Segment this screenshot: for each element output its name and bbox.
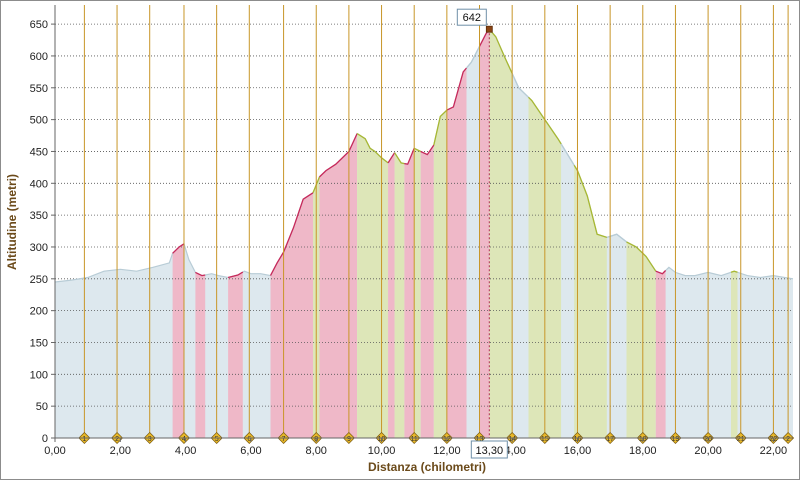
slope-line-up bbox=[446, 67, 467, 111]
y-tick-label: 400 bbox=[30, 178, 48, 190]
x-tick-label: 4,00 bbox=[175, 445, 196, 457]
slope-band-flat bbox=[606, 234, 627, 438]
slope-band-down bbox=[414, 148, 421, 439]
x-tick-label: 18,00 bbox=[629, 445, 657, 457]
y-tick-label: 650 bbox=[30, 19, 48, 31]
waypoint-label: 11 bbox=[411, 436, 418, 443]
slope-line-up bbox=[420, 144, 435, 156]
x-tick-label: 20,00 bbox=[694, 445, 722, 457]
waypoint-label: 19 bbox=[672, 436, 680, 443]
slope-band-down bbox=[731, 271, 738, 438]
slope-line-flat bbox=[466, 46, 481, 69]
waypoint-label: 7 bbox=[282, 436, 286, 443]
slope-line-down bbox=[356, 133, 389, 164]
x-tick-label: 2,00 bbox=[110, 445, 131, 457]
slope-band-up bbox=[172, 243, 184, 438]
y-tick-label: 600 bbox=[30, 51, 48, 63]
slope-line-up bbox=[172, 243, 185, 254]
slope-line-down bbox=[413, 147, 421, 153]
slope-line-up bbox=[387, 152, 396, 164]
x-tick-label: 10,00 bbox=[368, 445, 396, 457]
slope-band-up bbox=[270, 192, 313, 438]
slope-band-down bbox=[489, 29, 513, 438]
y-tick-label: 450 bbox=[30, 146, 48, 158]
slope-band-up bbox=[195, 272, 206, 438]
grid-layer bbox=[55, 23, 793, 407]
slope-band-up bbox=[319, 133, 358, 438]
y-axis-title: Altitudine (metri) bbox=[5, 174, 19, 270]
slope-band-down bbox=[574, 165, 607, 439]
slope-line-down bbox=[730, 270, 738, 273]
slope-line-up bbox=[404, 148, 415, 165]
y-tick-label: 500 bbox=[30, 115, 48, 127]
slope-band-up bbox=[479, 29, 490, 438]
slope-line-up bbox=[269, 192, 314, 276]
y-tick-label: 550 bbox=[30, 83, 48, 95]
slope-band-down bbox=[357, 133, 389, 438]
cursor-point bbox=[485, 25, 493, 33]
x-tick-label: 16,00 bbox=[564, 445, 592, 457]
y-tick-label: 150 bbox=[30, 337, 48, 349]
x-value-box bbox=[470, 440, 508, 459]
y-tick-label: 300 bbox=[30, 242, 48, 254]
x-tick-label: 22,00 bbox=[760, 445, 788, 457]
slope-line-up bbox=[319, 133, 358, 178]
y-value-box bbox=[456, 8, 487, 26]
cursor-marker-layer[interactable]: 642 13,30 bbox=[456, 8, 508, 459]
y-tick-label: 50 bbox=[36, 401, 48, 413]
slope-band-up bbox=[388, 152, 395, 438]
waypoint-label: 2 bbox=[115, 436, 119, 443]
y-tick-label: 0 bbox=[42, 433, 48, 445]
slope-band-down bbox=[433, 110, 447, 438]
waypoint-label: 2 bbox=[786, 436, 790, 443]
x-tick-label: 12,00 bbox=[433, 445, 461, 457]
y-tick-label: 250 bbox=[30, 274, 48, 286]
slope-band-down bbox=[626, 241, 656, 438]
slope-line-down bbox=[488, 28, 513, 74]
y-tick-label: 350 bbox=[30, 210, 48, 222]
slope-line-down bbox=[394, 152, 405, 165]
slope-line-flat bbox=[511, 73, 529, 98]
y-tick-label: 200 bbox=[30, 306, 48, 318]
slope-line-up bbox=[227, 271, 244, 279]
waypoint-label: 15 bbox=[541, 436, 549, 443]
x-tick-label: 6,00 bbox=[240, 445, 261, 457]
y-tick-label: 100 bbox=[30, 369, 48, 381]
axes-layer: 0 50 100 150 200 250 300 350 400 450 500 550 600 650 0… bbox=[30, 5, 793, 457]
slope-band-flat bbox=[561, 144, 575, 438]
waypoint-label: 3 bbox=[148, 436, 152, 443]
slope-line-up bbox=[655, 270, 667, 275]
slope-line-down bbox=[573, 164, 608, 239]
waypoint-label: 4 bbox=[182, 436, 186, 443]
slope-band-up bbox=[655, 270, 666, 438]
slope-band-up bbox=[446, 68, 467, 438]
waypoint-label: 21 bbox=[737, 436, 745, 443]
slope-line-down bbox=[626, 241, 657, 272]
slope-band-up bbox=[420, 145, 434, 438]
slope-line-up bbox=[195, 271, 206, 277]
y-value-label: 642 bbox=[463, 12, 481, 24]
waypoint-label: 13 bbox=[476, 436, 484, 443]
waypoint-label: 17 bbox=[606, 436, 614, 443]
slope-band-flat bbox=[466, 46, 480, 439]
waypoint-label: 5 bbox=[215, 436, 219, 443]
slope-line-flat bbox=[560, 143, 575, 166]
slope-band-up bbox=[228, 272, 243, 438]
slope-band-up bbox=[404, 148, 415, 439]
x-axis-title: Distanza (chilometri) bbox=[368, 460, 486, 474]
x-tick-label: 8,00 bbox=[306, 445, 327, 457]
waypoint-label: 9 bbox=[347, 436, 351, 443]
profile-line-layer bbox=[54, 28, 794, 283]
slope-band-flat bbox=[512, 73, 529, 438]
x-tick-label: 0,00 bbox=[44, 445, 65, 457]
slope-band-down bbox=[394, 152, 405, 438]
waypoint-label: 1 bbox=[82, 436, 86, 443]
waypoint-label: 6 bbox=[247, 436, 251, 443]
slope-bands-layer bbox=[172, 29, 738, 439]
x-value-label: 13,30 bbox=[476, 445, 504, 457]
slope-line-down bbox=[433, 109, 448, 146]
